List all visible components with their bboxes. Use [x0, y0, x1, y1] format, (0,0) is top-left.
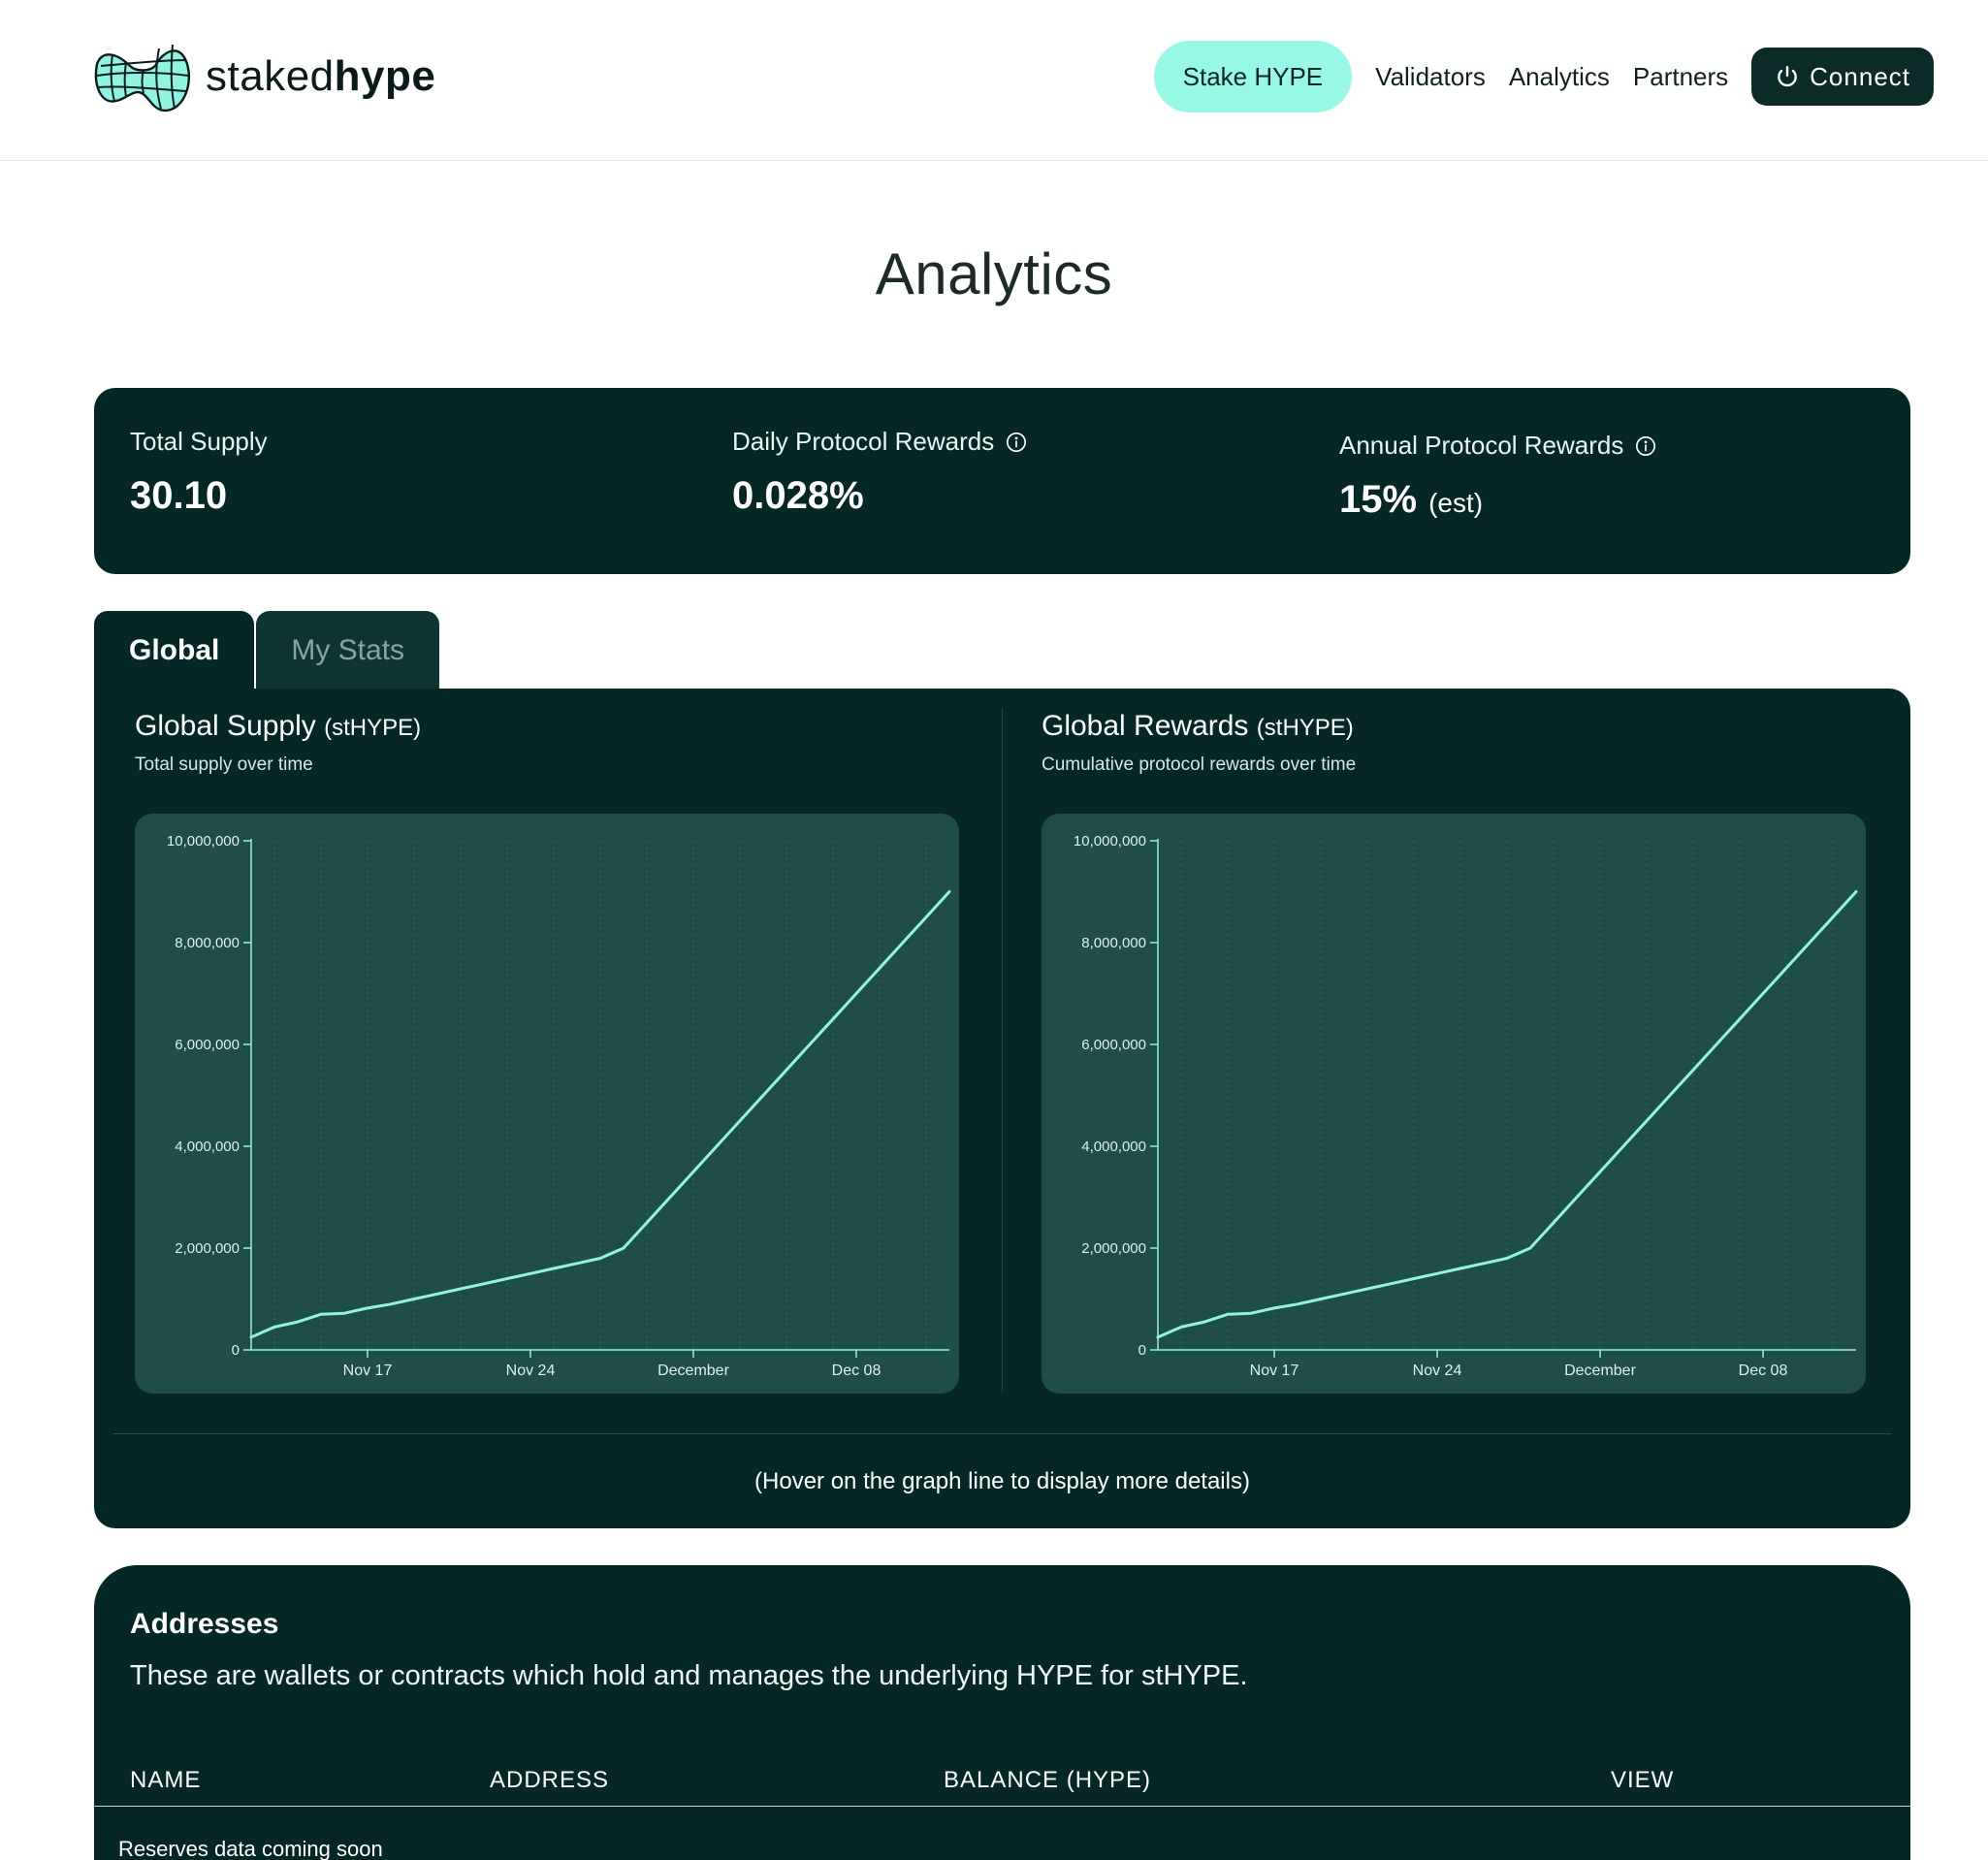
- total-supply-label-text: Total Supply: [130, 427, 268, 456]
- connect-wallet-button[interactable]: Connect: [1751, 48, 1934, 106]
- column-header-balance: BALANCE (HYPE): [944, 1767, 1152, 1793]
- total-supply-value: 30.10: [130, 474, 228, 517]
- x-tick-label: Nov 17: [1250, 1363, 1299, 1379]
- daily-rewards-label: Daily Protocol Rewards: [732, 427, 1027, 457]
- annual-rewards-label: Annual Protocol Rewards: [1339, 431, 1656, 461]
- y-tick-label: 8,000,000: [1081, 935, 1146, 951]
- table-header-divider: [94, 1806, 1910, 1807]
- rewards-chart-svg[interactable]: 0 2,000,000 4,000,000 6,000,000 8,000,000 10,…: [1042, 814, 1866, 1394]
- y-tick-label: 6,000,000: [175, 1037, 240, 1053]
- annual-rewards-note: (est): [1428, 488, 1484, 518]
- main-nav: Stake HYPE Validators Analytics Partners…: [1153, 41, 1934, 112]
- series-line: [1156, 890, 1858, 1339]
- x-tick-label: Dec 08: [832, 1363, 882, 1379]
- supply-chart[interactable]: 0 2,000,000 4,000,000 6,000,000 8,000,000 10,…: [135, 814, 959, 1394]
- rewards-chart-title: Global Rewards (stHYPE): [1042, 710, 1895, 743]
- nav-partners-link[interactable]: Partners: [1632, 61, 1729, 91]
- column-header-name: NAME: [130, 1767, 202, 1793]
- nav-stake-hype-button[interactable]: Stake HYPE: [1153, 41, 1353, 112]
- column-header-address: ADDRESS: [490, 1767, 610, 1793]
- hover-hint: (Hover on the graph line to display more…: [754, 1468, 1250, 1494]
- y-tick-label: 0: [1138, 1342, 1146, 1359]
- annual-rewards-number: 15%: [1339, 478, 1418, 521]
- total-supply-label: Total Supply: [130, 427, 268, 457]
- x-tick-label: Dec 08: [1739, 1363, 1788, 1379]
- brand-name-bold: hype: [334, 52, 436, 100]
- stat-annual-rewards: Annual Protocol Rewards 15% (est): [1339, 431, 1656, 522]
- supply-chart-subtitle: Total supply over time: [135, 754, 313, 775]
- series-line: [249, 890, 951, 1339]
- brand-name-light: staked: [206, 52, 335, 100]
- page-title: Analytics: [875, 241, 1113, 306]
- charts-panel: Global Supply (stHYPE) Total supply over…: [94, 689, 1910, 1528]
- supply-chart-title-text: Global Supply: [135, 710, 316, 742]
- supply-chart-section: Global Supply (stHYPE) Total supply over…: [135, 710, 988, 1394]
- y-tick-label: 2,000,000: [175, 1240, 240, 1257]
- supply-chart-unit: (stHYPE): [324, 715, 422, 741]
- rewards-chart-unit: (stHYPE): [1256, 715, 1354, 741]
- y-tick-label: 6,000,000: [1081, 1037, 1146, 1053]
- x-tick-label: December: [657, 1363, 729, 1379]
- info-icon[interactable]: [1635, 435, 1656, 457]
- supply-chart-title: Global Supply (stHYPE): [135, 710, 988, 743]
- y-tick-label: 8,000,000: [175, 935, 240, 951]
- y-tick-label: 4,000,000: [175, 1138, 240, 1155]
- power-icon: [1778, 66, 1798, 87]
- y-tick-label: 2,000,000: [1081, 1240, 1146, 1257]
- rewards-chart-title-text: Global Rewards: [1042, 710, 1249, 742]
- site-logo[interactable]: stakedhype: [93, 39, 435, 114]
- supply-chart-svg[interactable]: 0 2,000,000 4,000,000 6,000,000 8,000,000 10,…: [135, 814, 959, 1394]
- tab-my-stats[interactable]: My Stats: [256, 611, 440, 690]
- addresses-card: Addresses These are wallets or contracts…: [94, 1565, 1910, 1860]
- stat-daily-rewards: Daily Protocol Rewards 0.028%: [732, 427, 1027, 518]
- column-header-view: VIEW: [1611, 1767, 1675, 1793]
- column-divider: [1002, 708, 1003, 1393]
- addresses-title: Addresses: [130, 1608, 279, 1640]
- y-tick-label: 4,000,000: [1081, 1138, 1146, 1155]
- horizontal-divider: [113, 1433, 1891, 1434]
- x-tick-label: Nov 24: [506, 1363, 556, 1379]
- x-tick-label: Nov 24: [1413, 1363, 1462, 1379]
- connect-label: Connect: [1810, 61, 1910, 91]
- rewards-chart-section: Global Rewards (stHYPE) Cumulative proto…: [1042, 710, 1895, 1394]
- x-tick-label: Nov 17: [343, 1363, 393, 1379]
- x-tick-label: December: [1564, 1363, 1636, 1379]
- info-icon[interactable]: [1006, 432, 1027, 453]
- daily-rewards-label-text: Daily Protocol Rewards: [732, 427, 995, 456]
- nav-validators-link[interactable]: Validators: [1375, 61, 1486, 91]
- y-tick-label: 0: [232, 1342, 240, 1359]
- stat-total-supply: Total Supply 30.10: [130, 427, 268, 518]
- brand-name: stakedhype: [206, 52, 435, 101]
- daily-rewards-value: 0.028%: [732, 474, 864, 517]
- protocol-stats-card: Total Supply 30.10 Daily Protocol Reward…: [94, 388, 1910, 574]
- rewards-chart[interactable]: 0 2,000,000 4,000,000 6,000,000 8,000,000 10,…: [1042, 814, 1866, 1394]
- y-tick-label: 10,000,000: [1074, 833, 1146, 850]
- annual-rewards-value: 15% (est): [1339, 478, 1656, 522]
- addresses-empty-message: Reserves data coming soon: [118, 1837, 383, 1860]
- tab-global[interactable]: Global: [94, 611, 255, 690]
- y-tick-label: 10,000,000: [167, 833, 240, 850]
- annual-rewards-label-text: Annual Protocol Rewards: [1339, 431, 1624, 460]
- nav-analytics-link[interactable]: Analytics: [1508, 61, 1610, 91]
- rewards-chart-subtitle: Cumulative protocol rewards over time: [1042, 754, 1357, 775]
- globe-mesh-logo-icon: [94, 44, 191, 112]
- site-header: stakedhype Stake HYPE Validators Analyti…: [0, 0, 1988, 161]
- addresses-description: These are wallets or contracts which hol…: [130, 1660, 1248, 1691]
- stats-tabs: Global My Stats: [94, 611, 440, 690]
